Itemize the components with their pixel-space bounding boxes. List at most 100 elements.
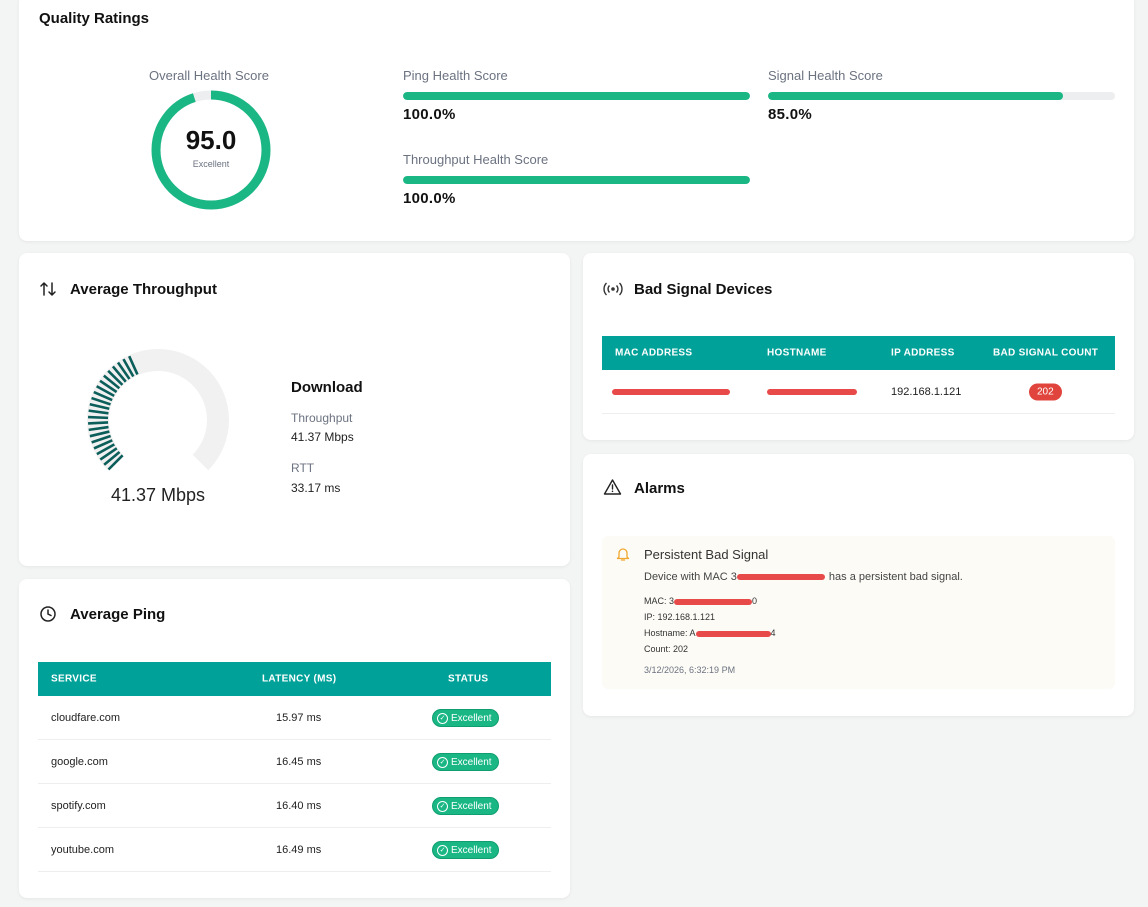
service-name: cloudfare.com	[51, 711, 121, 724]
column-header-mac: MAC ADDRESS	[615, 347, 693, 359]
card-title: Average Throughput	[70, 281, 217, 298]
bad-signal-table-header: MAC ADDRESS HOSTNAME IP ADDRESS BAD SIGN…	[602, 336, 1115, 370]
check-circle-icon: ✓	[437, 756, 448, 768]
column-header-status: STATUS	[448, 673, 489, 685]
ip-value: 192.168.1.121	[891, 385, 962, 398]
card-title: Bad Signal Devices	[634, 281, 773, 298]
gauge-tick	[128, 355, 139, 375]
signal-health-value: 85.0%	[768, 106, 813, 123]
gauge-tick	[96, 443, 115, 456]
check-circle-icon: ✓	[437, 844, 448, 856]
average-throughput-card: Average Throughput 41.37 Mbps Download T…	[19, 253, 570, 566]
status-text: Excellent	[451, 712, 492, 724]
gauge-tick	[88, 425, 109, 432]
gauge-tick	[111, 365, 127, 383]
gauge-tick	[96, 385, 115, 398]
ping-table-header: SERVICE LATENCY (MS) STATUS	[38, 662, 551, 696]
table-row: 192.168.1.121 202	[602, 370, 1115, 414]
gauge-tick	[88, 415, 109, 420]
alarm-mac-line: MAC: 3 0	[644, 596, 757, 606]
alarm-hostname-line: Hostname: A 4	[644, 628, 776, 638]
direction-label: Download	[291, 379, 363, 396]
table-row: google.com 16.45 ms ✓ Excellent	[38, 740, 551, 784]
status-text: Excellent	[451, 756, 492, 768]
alarm-mac-label: MAC: 3	[644, 596, 675, 606]
redacted-hostname	[767, 386, 857, 398]
gauge-tick	[103, 374, 121, 390]
overall-score-grade: Excellent	[192, 159, 230, 169]
signal-health-bar	[768, 92, 1115, 100]
status-text: Excellent	[451, 800, 492, 812]
gauge-tick	[89, 403, 110, 411]
card-title: Average Ping	[70, 606, 166, 623]
ping-health-value: 100.0%	[403, 106, 456, 123]
ping-health-label: Ping Health Score	[403, 68, 508, 83]
throughput-gauge-value: 41.37 Mbps	[110, 485, 206, 505]
card-title: Alarms	[634, 480, 685, 497]
throughput-health-bar	[403, 176, 750, 184]
wireless-signal-icon	[603, 282, 623, 296]
gauge-track	[87, 349, 229, 471]
alarms-card: Alarms Persistent Bad Signal Device with…	[583, 454, 1134, 716]
status-badge: ✓ Excellent	[432, 709, 499, 727]
column-header-latency: LATENCY (MS)	[262, 673, 337, 685]
table-row: spotify.com 16.40 ms ✓ Excellent	[38, 784, 551, 828]
table-row: youtube.com 16.49 ms ✓ Excellent	[38, 828, 551, 872]
throughput-value: 41.37 Mbps	[291, 430, 354, 444]
service-name: google.com	[51, 755, 108, 768]
table-row: cloudfare.com 15.97 ms ✓ Excellent	[38, 696, 551, 740]
average-ping-card: Average Ping SERVICE LATENCY (MS) STATUS…	[19, 579, 570, 898]
alarm-title: Persistent Bad Signal	[644, 547, 769, 562]
alarm-ip-line: IP: 192.168.1.121	[644, 612, 716, 622]
gauge-tick	[103, 450, 121, 466]
gauge-tick	[107, 454, 124, 471]
bad-signal-devices-card: Bad Signal Devices MAC ADDRESS HOSTNAME …	[583, 253, 1134, 440]
alarm-hostname-tail: 4	[770, 628, 776, 638]
throughput-health-label: Throughput Health Score	[403, 152, 549, 167]
column-header-hostname: HOSTNAME	[767, 347, 827, 359]
gauge-tick	[107, 369, 124, 386]
gauge-tick	[91, 434, 112, 444]
gauge-tick	[88, 421, 109, 425]
overall-score-ring	[151, 90, 271, 210]
signal-health-label: Signal Health Score	[768, 68, 883, 83]
status-text: Excellent	[451, 844, 492, 856]
column-header-ip: IP ADDRESS	[891, 347, 955, 359]
rtt-value: 33.17 ms	[291, 481, 341, 495]
alarm-message: Device with MAC 3 has a persistent bad si…	[644, 571, 963, 583]
alarm-count-line: Count: 202	[644, 644, 689, 654]
gauge-tick	[122, 358, 135, 378]
alarm-timestamp: 3/12/2026, 6:32:19 PM	[644, 665, 736, 675]
ping-health-bar	[403, 92, 750, 100]
gauge-tick	[88, 409, 109, 415]
gauge-tick	[91, 396, 111, 406]
overall-score-value: 95.0	[185, 125, 237, 155]
bad-signal-count-badge: 202	[1029, 383, 1062, 400]
status-badge: ✓ Excellent	[432, 841, 499, 859]
throughput-label: Throughput	[291, 411, 353, 425]
gauge-tick	[116, 361, 131, 380]
alarm-item[interactable]: Persistent Bad Signal Device with MAC 3 h…	[602, 536, 1115, 689]
gauge-tick	[93, 390, 113, 402]
check-circle-icon: ✓	[437, 800, 448, 812]
gauge-tick	[93, 439, 113, 450]
throughput-gauge	[87, 349, 229, 471]
bell-icon	[616, 548, 630, 561]
gauge-tick	[99, 447, 118, 461]
clock-icon	[40, 606, 56, 622]
gauge-tick	[89, 430, 110, 438]
service-name: spotify.com	[51, 799, 106, 812]
warning-triangle-icon	[603, 479, 622, 495]
service-name: youtube.com	[51, 843, 114, 856]
quality-ratings-card: Quality Ratings Overall Health Score 95.…	[19, 0, 1134, 241]
check-circle-icon: ✓	[437, 712, 448, 724]
overall-score-label: Overall Health Score	[149, 68, 269, 83]
latency-value: 15.97 ms	[276, 711, 322, 724]
alarm-mac-tail: 0	[752, 596, 758, 606]
alarm-message-prefix: Device with MAC 3	[644, 571, 737, 583]
gauge-tick	[99, 379, 118, 394]
column-header-service: SERVICE	[51, 673, 97, 685]
redacted-mac	[612, 386, 730, 398]
status-badge: ✓ Excellent	[432, 797, 499, 815]
arrows-up-down-icon	[40, 282, 56, 296]
